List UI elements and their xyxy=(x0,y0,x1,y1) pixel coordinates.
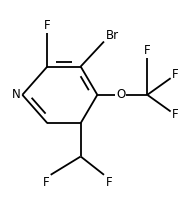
Text: O: O xyxy=(116,88,125,101)
Text: F: F xyxy=(42,176,49,189)
Text: F: F xyxy=(172,108,179,121)
Text: F: F xyxy=(106,176,112,189)
Text: Br: Br xyxy=(106,29,119,42)
Text: N: N xyxy=(12,88,21,101)
Text: F: F xyxy=(44,19,51,31)
Text: F: F xyxy=(172,68,179,81)
Text: F: F xyxy=(144,44,151,56)
